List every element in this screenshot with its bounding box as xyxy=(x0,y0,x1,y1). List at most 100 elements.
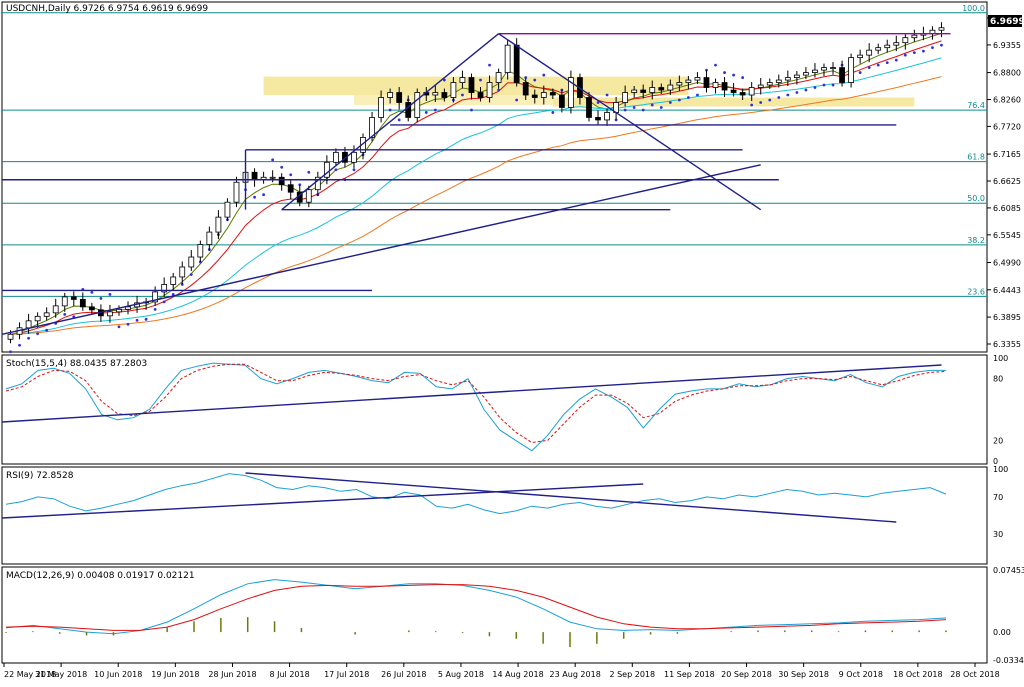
candle-body xyxy=(586,97,592,118)
candle-body xyxy=(170,276,177,285)
candle-body xyxy=(486,82,493,98)
sar-dot xyxy=(876,63,880,67)
sar-dot xyxy=(307,170,311,174)
sar-dot xyxy=(632,106,636,109)
sar-dot xyxy=(470,108,473,112)
long-rising-trendline xyxy=(1,164,761,335)
sar-dot xyxy=(822,83,826,87)
candle-body xyxy=(757,84,764,88)
x-axis-label: 20 Sep 2018 xyxy=(721,670,772,679)
sar-dot xyxy=(36,332,40,336)
candle-body xyxy=(504,44,511,73)
sar-dot xyxy=(433,108,437,112)
x-axis-label: 19 Jun 2018 xyxy=(151,670,199,679)
sar-dot xyxy=(885,61,889,65)
candle-body xyxy=(848,57,854,83)
candle-body xyxy=(152,291,159,303)
candle-body xyxy=(251,171,258,181)
sar-dot xyxy=(894,58,898,62)
macd-y-label: 0.07453 xyxy=(993,566,1024,575)
sar-dot xyxy=(497,88,500,92)
candle-body xyxy=(61,296,68,307)
price-y-label: 6.5545 xyxy=(993,231,1021,240)
candle-body xyxy=(79,298,86,308)
candle-body xyxy=(775,79,782,83)
candle-body xyxy=(333,151,339,163)
x-axis-label: 14 Aug 2018 xyxy=(492,670,543,679)
stoch-title: Stoch(15,5,4) 88.0435 87.2803 xyxy=(6,359,147,369)
fib-level-label: 23.6 xyxy=(967,287,985,296)
sar-dot xyxy=(596,101,600,104)
stoch-y-label: 20 xyxy=(993,436,1003,445)
candle-body xyxy=(793,74,800,78)
candle-body xyxy=(893,42,900,46)
macd-panel-frame xyxy=(1,566,988,664)
moving-average-45 xyxy=(10,76,942,335)
lower-zone xyxy=(552,97,915,107)
chart-title: USDCNH,Daily 6.9726 6.9754 6.9619 6.9699 xyxy=(6,4,208,14)
candle-body xyxy=(233,181,240,203)
rsi-title: RSI(9) 72.8528 xyxy=(6,471,74,481)
price-y-label: 6.8260 xyxy=(993,96,1021,105)
x-axis-label: 28 Jun 2018 xyxy=(208,670,256,679)
sar-dot xyxy=(442,78,446,82)
candle-body xyxy=(269,176,276,179)
sar-dot xyxy=(298,183,302,187)
candle-body xyxy=(730,89,737,93)
candle-body xyxy=(342,151,348,163)
candle-body xyxy=(387,92,394,98)
macd-series-line xyxy=(5,579,947,635)
price-y-label: 6.7720 xyxy=(993,122,1021,131)
rsi-y-label: 30 xyxy=(993,530,1003,539)
candle-body xyxy=(179,266,186,278)
candle-body xyxy=(70,296,77,300)
x-axis-label: 26 Jul 2018 xyxy=(381,670,426,679)
candle-body xyxy=(902,37,909,44)
sar-dot xyxy=(931,46,934,50)
x-axis-label: 8 Jul 2018 xyxy=(269,670,309,679)
moving-average-10 xyxy=(10,40,942,335)
sar-dot xyxy=(605,93,609,97)
x-axis-label: 17 Jul 2018 xyxy=(324,670,369,679)
price-y-label: 6.9355 xyxy=(993,41,1021,50)
sar-dot xyxy=(126,322,130,326)
candle-body xyxy=(784,77,791,81)
rsi-y-label: 100 xyxy=(993,465,1008,474)
fibonacci-levels: 100.0 76.4 61.8 50.0 38.2 23.6 xyxy=(2,4,987,297)
sar-dot xyxy=(903,53,907,57)
macd-y-label: 0.00 xyxy=(993,628,1011,637)
sar-dot xyxy=(144,317,148,321)
x-axis-label: 9 Oct 2018 xyxy=(839,670,883,679)
candle-body xyxy=(287,184,294,193)
sar-dot xyxy=(388,108,392,112)
sar-dot xyxy=(334,168,338,172)
macd-y-label: -0.03348 xyxy=(993,656,1024,665)
sar-dot xyxy=(623,108,627,112)
candle-body xyxy=(568,77,574,108)
candle-body xyxy=(766,82,773,86)
trendlines xyxy=(1,33,951,335)
candle-body xyxy=(351,151,357,163)
stoch-y-label: 100 xyxy=(993,354,1008,363)
current-price-tag-bg xyxy=(988,15,1022,27)
sar-dot xyxy=(723,71,726,74)
x-axis-label: 11 Sep 2018 xyxy=(664,670,715,679)
falling-trendline xyxy=(498,33,762,211)
stochastic-panel xyxy=(1,362,947,452)
sar-dot xyxy=(867,66,871,69)
fib-level-label: 100.0 xyxy=(962,4,985,13)
candle-body xyxy=(414,92,421,118)
stoch-trendline xyxy=(1,364,942,423)
sar-dot xyxy=(659,106,663,109)
candle-body xyxy=(88,306,95,311)
candle-body xyxy=(803,72,809,76)
candle-body xyxy=(314,176,321,191)
sar-dot xyxy=(714,63,717,67)
candle-body xyxy=(812,69,818,73)
sar-dot xyxy=(650,103,654,107)
rsi-panel-frame xyxy=(1,466,988,565)
sar-dot xyxy=(171,293,175,296)
candle-body xyxy=(396,92,403,103)
candle-body xyxy=(278,176,285,186)
